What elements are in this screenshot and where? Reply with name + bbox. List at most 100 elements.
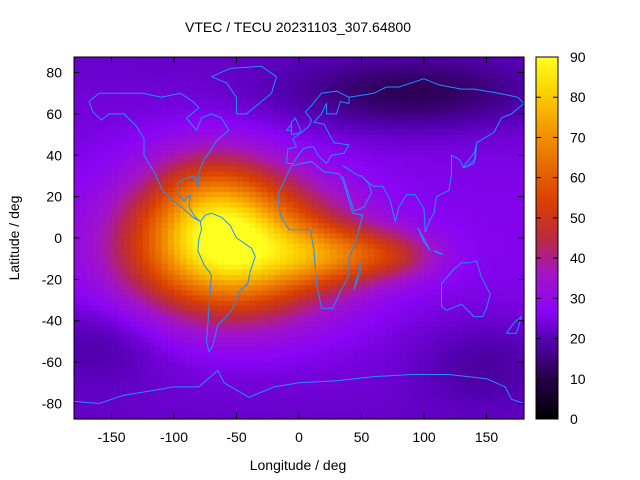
- heatmap-cell: [505, 206, 513, 213]
- heatmap-cell: [392, 356, 400, 363]
- heatmap-cell: [155, 124, 163, 130]
- heatmap-cell: [192, 372, 200, 379]
- heatmap-cell: [492, 346, 500, 353]
- heatmap-cell: [449, 77, 456, 84]
- heatmap-cell: [405, 284, 413, 291]
- heatmap-cell: [399, 377, 406, 384]
- heatmap-cell: [317, 325, 325, 332]
- heatmap-cell: [386, 269, 394, 275]
- heatmap-cell: [411, 387, 419, 394]
- heatmap-cell: [405, 212, 413, 218]
- heatmap-cell: [349, 175, 356, 182]
- heatmap-cell: [449, 201, 456, 208]
- heatmap-cell: [142, 165, 150, 172]
- heatmap-cell: [324, 382, 331, 389]
- heatmap-cell: [136, 196, 144, 203]
- heatmap-cell: [174, 191, 181, 198]
- heatmap-cell: [86, 305, 94, 311]
- heatmap-cell: [292, 403, 300, 410]
- heatmap-cell: [292, 175, 300, 182]
- heatmap-cell: [255, 398, 263, 405]
- heatmap-cell: [399, 62, 406, 68]
- heatmap-cell: [136, 170, 144, 177]
- heatmap-cell: [317, 356, 325, 363]
- heatmap-cell: [405, 351, 413, 358]
- heatmap-cell: [430, 186, 438, 193]
- heatmap-cell: [192, 351, 200, 358]
- heatmap-cell: [417, 243, 425, 249]
- heatmap-cell: [480, 144, 488, 151]
- heatmap-cell: [255, 191, 263, 198]
- heatmap-cell: [286, 72, 294, 79]
- heatmap-cell: [367, 403, 375, 410]
- heatmap-cell: [399, 341, 406, 348]
- heatmap-cell: [317, 398, 325, 405]
- heatmap-cell: [267, 336, 275, 343]
- heatmap-cell: [92, 196, 100, 203]
- heatmap-cell: [455, 191, 463, 198]
- heatmap-cell: [392, 336, 400, 343]
- heatmap-cell: [399, 196, 406, 203]
- heatmap-cell: [149, 196, 156, 203]
- heatmap-cell: [286, 222, 294, 229]
- heatmap-cell: [317, 217, 325, 224]
- heatmap-cell: [230, 191, 238, 198]
- heatmap-cell: [374, 222, 381, 229]
- heatmap-cell: [142, 150, 150, 156]
- heatmap-cell: [449, 315, 456, 322]
- heatmap-cell: [111, 362, 119, 368]
- heatmap-cell: [167, 356, 175, 363]
- heatmap-cell: [292, 108, 300, 115]
- heatmap-cell: [486, 362, 494, 368]
- heatmap-cell: [461, 346, 469, 353]
- heatmap-cell: [474, 103, 481, 110]
- heatmap-cell: [74, 279, 81, 286]
- heatmap-cell: [242, 382, 250, 389]
- heatmap-cell: [467, 181, 475, 187]
- heatmap-cell: [92, 62, 100, 68]
- heatmap-cell: [317, 181, 325, 187]
- heatmap-cell: [411, 300, 419, 306]
- heatmap-cell: [230, 279, 238, 286]
- heatmap-cell: [280, 274, 288, 280]
- heatmap-cell: [117, 82, 125, 89]
- heatmap-cell: [161, 408, 169, 415]
- heatmap-cell: [374, 77, 381, 84]
- heatmap-cell: [180, 274, 188, 280]
- heatmap-cell: [255, 325, 263, 332]
- heatmap-cell: [205, 325, 213, 332]
- heatmap-cell: [99, 382, 106, 389]
- heatmap-cell: [405, 217, 413, 224]
- heatmap-cell: [205, 289, 213, 296]
- heatmap-cell: [380, 165, 388, 172]
- heatmap-cell: [511, 243, 519, 249]
- heatmap-cell: [161, 346, 169, 353]
- heatmap-cell: [417, 258, 425, 265]
- heatmap-cell: [349, 93, 356, 99]
- heatmap-cell: [280, 150, 288, 156]
- heatmap-cell: [405, 320, 413, 327]
- heatmap-cell: [149, 212, 156, 218]
- heatmap-cell: [186, 227, 194, 234]
- heatmap-cell: [492, 393, 500, 399]
- heatmap-cell: [117, 258, 125, 265]
- heatmap-cell: [299, 258, 306, 265]
- heatmap-cell: [180, 382, 188, 389]
- heatmap-cell: [349, 238, 356, 244]
- heatmap-cell: [299, 367, 306, 374]
- heatmap-cell: [517, 160, 525, 167]
- heatmap-cell: [417, 300, 425, 306]
- heatmap-cell: [249, 341, 256, 348]
- heatmap-cell: [311, 72, 319, 79]
- heatmap-cell: [430, 150, 438, 156]
- heatmap-cell: [86, 336, 94, 343]
- heatmap-cell: [155, 300, 163, 306]
- heatmap-cell: [161, 387, 169, 394]
- heatmap-cell: [474, 150, 481, 156]
- heatmap-cell: [211, 165, 219, 172]
- heatmap-cell: [342, 77, 350, 84]
- heatmap-cell: [261, 305, 269, 311]
- heatmap-cell: [80, 382, 88, 389]
- heatmap-cell: [474, 248, 481, 255]
- heatmap-cell: [280, 253, 288, 260]
